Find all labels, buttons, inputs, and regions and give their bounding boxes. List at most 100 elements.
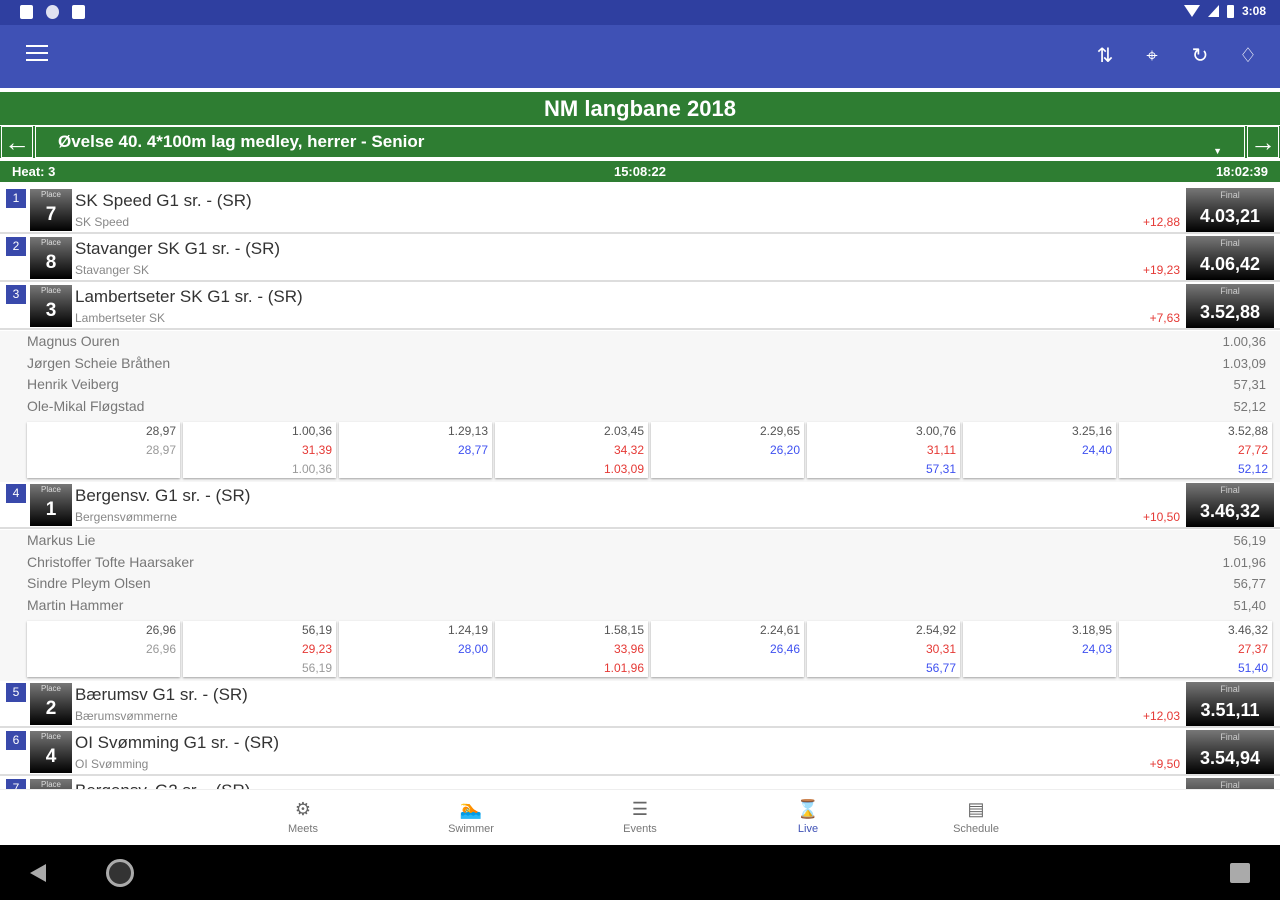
result-row[interactable]: 5 Place 2 Bærumsv G1 sr. - (SR) Bærumsvømmer… [0, 681, 1280, 728]
swimmer-name: Jørgen Scheie Bråthen [27, 354, 171, 371]
final-time: 3.46,32 [1199, 501, 1261, 521]
locate-icon[interactable]: ⌖ [1146, 45, 1158, 67]
split-leg [963, 659, 1112, 678]
place-label: Place [40, 238, 61, 247]
split-lap: 26,46 [769, 642, 800, 656]
event-bar: ← Øvelse 40. 4*100m lag medley, herrer -… [0, 126, 1280, 158]
swimmer-row: Ole-Mikal Fløgstad 52,12 [0, 396, 1280, 418]
wifi-icon [1183, 5, 1200, 17]
place-label: Place [40, 732, 61, 741]
menu-icon[interactable] [26, 45, 48, 65]
nav-swimmer[interactable]: 🏊 Swimmer [421, 798, 521, 838]
split-leg [27, 460, 176, 479]
split-cell: 1.24,19 28,00 [339, 621, 492, 677]
split-lap: 28,77 [457, 443, 488, 457]
refresh-icon[interactable]: ↻ [1191, 45, 1209, 67]
next-event-button[interactable]: → [1247, 126, 1279, 158]
result-row[interactable]: 7 Place Bergensv. G2 sr. - (SR) Final [0, 777, 1280, 789]
final-time: 4.06,42 [1199, 254, 1261, 274]
swimmer-row: Martin Hammer 51,40 [0, 595, 1280, 617]
final-time-badge: Final 4.06,42 [1186, 236, 1274, 280]
split-leg: 56,19 [301, 661, 332, 675]
final-time-badge: Final 3.51,11 [1186, 682, 1274, 726]
split-leg: 57,31 [925, 462, 956, 476]
swimmer-name: Magnus Ouren [27, 333, 120, 349]
recents-icon[interactable] [1230, 863, 1250, 883]
split-cell: 56,19 29,23 56,19 [183, 621, 336, 677]
split-cumulative: 2.29,65 [759, 424, 800, 438]
split-cell: 28,97 28,97 [27, 422, 180, 478]
final-time-badge: Final 3.54,94 [1186, 730, 1274, 774]
split-cumulative: 1.24,19 [447, 623, 488, 637]
lane-badge: 3 [6, 285, 26, 304]
sort-icon[interactable]: ⇅ [1096, 45, 1114, 67]
splits-grid: 26,96 26,96 56,19 29,23 56,19 1.24,19 28,00 1.5… [27, 621, 1272, 677]
swimmer-name: Christoffer Tofte Haarsaker [27, 553, 194, 570]
results-list[interactable]: 1 Place 7 SK Speed G1 sr. - (SR) SK Speed +12… [0, 185, 1280, 789]
notification-icon [20, 5, 33, 19]
nav-schedule[interactable]: ▤ Schedule [926, 798, 1026, 838]
swimmer-name: Sindre Pleym Olsen [27, 575, 151, 591]
swimmer-icon: 🏊 [459, 799, 483, 819]
team-name: Bergensv. G2 sr. - (SR) [75, 781, 250, 789]
nav-label: Events [623, 823, 657, 835]
place-number: 1 [45, 499, 57, 520]
split-cumulative: 28,97 [145, 424, 176, 438]
bulb-icon[interactable]: ♢ [1239, 45, 1257, 67]
place-number: 2 [45, 698, 57, 719]
swimmer-row: Markus Lie 56,19 [0, 530, 1280, 552]
place-badge: Place 8 [30, 237, 72, 279]
signal-icon [1207, 5, 1219, 17]
nav-label: Live [797, 823, 819, 835]
result-row[interactable]: 3 Place 3 Lambertseter SK G1 sr. - (SR) Lamb… [0, 283, 1280, 330]
final-label: Final [1220, 684, 1240, 694]
result-row[interactable]: 2 Place 8 Stavanger SK G1 sr. - (SR) Stavang… [0, 235, 1280, 282]
final-time: 3.52,88 [1199, 302, 1261, 322]
place-badge: Place [30, 779, 72, 789]
nav-meets[interactable]: ⚙ Meets [253, 798, 353, 838]
result-row[interactable]: 1 Place 7 SK Speed G1 sr. - (SR) SK Speed +12… [0, 187, 1280, 234]
swimmer-row: Jørgen Scheie Bråthen 1.03,09 [0, 353, 1280, 375]
club-name: Bærumsvømmerne [75, 709, 178, 723]
nav-label: Meets [288, 823, 318, 835]
team-name: Bærumsv G1 sr. - (SR) [75, 685, 248, 704]
split-lap: 28,00 [457, 642, 488, 656]
lane-badge: 2 [6, 237, 26, 256]
split-lap: 31,11 [926, 443, 956, 457]
split-leg [651, 659, 800, 678]
lane-badge: 7 [6, 779, 26, 789]
final-time: 3.51,11 [1200, 700, 1260, 720]
result-row[interactable]: 4 Place 1 Bergensv. G1 sr. - (SR) Bergensvøm… [0, 482, 1280, 529]
split-cumulative: 56,19 [301, 623, 332, 637]
place-label: Place [40, 286, 61, 295]
split-cell: 2.24,61 26,46 [651, 621, 804, 677]
place-label: Place [40, 780, 61, 789]
split-leg: 52,12 [1237, 462, 1268, 476]
nav-events[interactable]: ☰ Events [590, 798, 690, 838]
split-lap: 24,03 [1081, 642, 1112, 656]
place-number: 4 [45, 746, 57, 767]
nav-live[interactable]: ⌛ Live [758, 798, 858, 838]
swimmer-time: 1.00,36 [1222, 334, 1266, 349]
split-cell: 26,96 26,96 [27, 621, 180, 677]
meet-title: NM langbane 2018 [0, 92, 1280, 125]
split-cell: 1.00,36 31,39 1.00,36 [183, 422, 336, 478]
event-select[interactable]: Øvelse 40. 4*100m lag medley, herrer - S… [35, 126, 1245, 158]
club-name: OI Svømming [75, 757, 149, 771]
split-cell: 2.54,92 30,31 56,77 [807, 621, 960, 677]
time-diff: +10,50 [1142, 510, 1180, 524]
split-cumulative: 2.24,61 [759, 623, 800, 637]
battery-icon [1226, 4, 1234, 18]
back-icon[interactable] [30, 864, 46, 882]
split-lap: 30,31 [925, 642, 956, 656]
status-time: 3:08 [1241, 4, 1266, 18]
swimmer-details: Magnus Ouren 1.00,36 Jørgen Scheie Bråthen… [0, 331, 1280, 482]
split-leg [339, 460, 488, 479]
home-icon[interactable] [106, 859, 134, 887]
lane-badge: 4 [6, 484, 26, 503]
result-row[interactable]: 6 Place 4 OI Svømming G1 sr. - (SR) OI Svømm… [0, 729, 1280, 776]
split-lap: 26,20 [769, 443, 800, 457]
split-lap: 31,39 [301, 443, 332, 457]
previous-event-button[interactable]: ← [1, 126, 33, 158]
time-diff: +9,50 [1149, 757, 1180, 771]
